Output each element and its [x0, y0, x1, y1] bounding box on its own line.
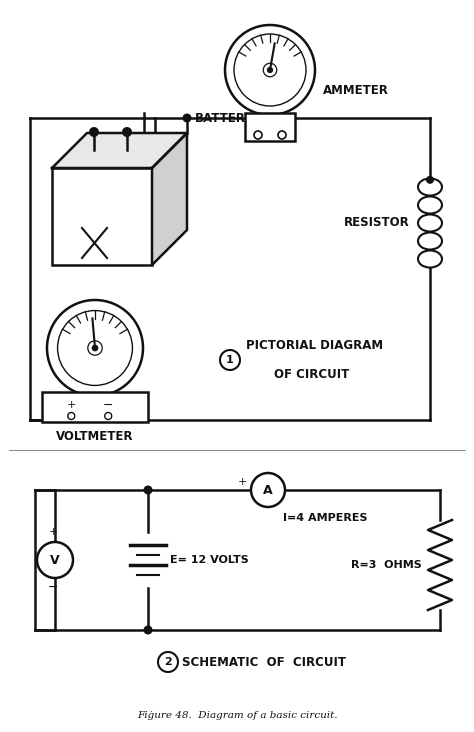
Circle shape: [220, 350, 240, 370]
Circle shape: [37, 542, 73, 578]
Circle shape: [47, 300, 143, 396]
Circle shape: [105, 413, 112, 419]
Text: OF CIRCUIT: OF CIRCUIT: [274, 368, 349, 381]
Text: VOLTMETER: VOLTMETER: [56, 430, 134, 443]
Circle shape: [68, 413, 75, 419]
Circle shape: [426, 176, 434, 184]
Text: −: −: [48, 581, 58, 594]
Circle shape: [182, 113, 191, 122]
Bar: [52, 168, 152, 265]
Text: E= 12 VOLTS: E= 12 VOLTS: [170, 555, 249, 565]
Ellipse shape: [418, 233, 442, 250]
Text: +: +: [237, 477, 247, 487]
Text: +: +: [48, 527, 58, 537]
Text: BATTERY: BATTERY: [195, 112, 254, 125]
Text: I=4 AMPERES: I=4 AMPERES: [283, 513, 367, 523]
Circle shape: [254, 131, 262, 139]
Circle shape: [225, 25, 315, 115]
Text: −: −: [103, 399, 113, 412]
Ellipse shape: [418, 196, 442, 214]
Text: +: +: [66, 400, 76, 411]
Circle shape: [122, 127, 132, 137]
Text: R=3  OHMS: R=3 OHMS: [351, 560, 422, 570]
Text: SCHEMATIC  OF  CIRCUIT: SCHEMATIC OF CIRCUIT: [182, 655, 346, 668]
Text: 2: 2: [164, 657, 172, 667]
Polygon shape: [152, 133, 187, 265]
Text: A: A: [263, 484, 273, 496]
Text: 1: 1: [226, 355, 234, 365]
Circle shape: [89, 127, 99, 137]
Bar: [245, 113, 295, 141]
Ellipse shape: [418, 179, 442, 195]
Text: AMMETER: AMMETER: [323, 83, 389, 97]
Text: RESISTOR: RESISTOR: [344, 217, 410, 230]
Ellipse shape: [418, 250, 442, 268]
Circle shape: [158, 652, 178, 672]
Polygon shape: [52, 133, 187, 168]
Bar: [42, 392, 148, 422]
Text: V: V: [50, 553, 60, 567]
Circle shape: [91, 345, 99, 351]
Text: PICTORIAL DIAGRAM: PICTORIAL DIAGRAM: [246, 339, 383, 352]
Circle shape: [144, 626, 153, 635]
Circle shape: [267, 67, 273, 73]
Ellipse shape: [418, 214, 442, 231]
Circle shape: [251, 473, 285, 507]
Text: Fiġure 48.  Diagram of a basic circuit.: Fiġure 48. Diagram of a basic circuit.: [137, 711, 337, 720]
Circle shape: [144, 485, 153, 495]
Circle shape: [278, 131, 286, 139]
